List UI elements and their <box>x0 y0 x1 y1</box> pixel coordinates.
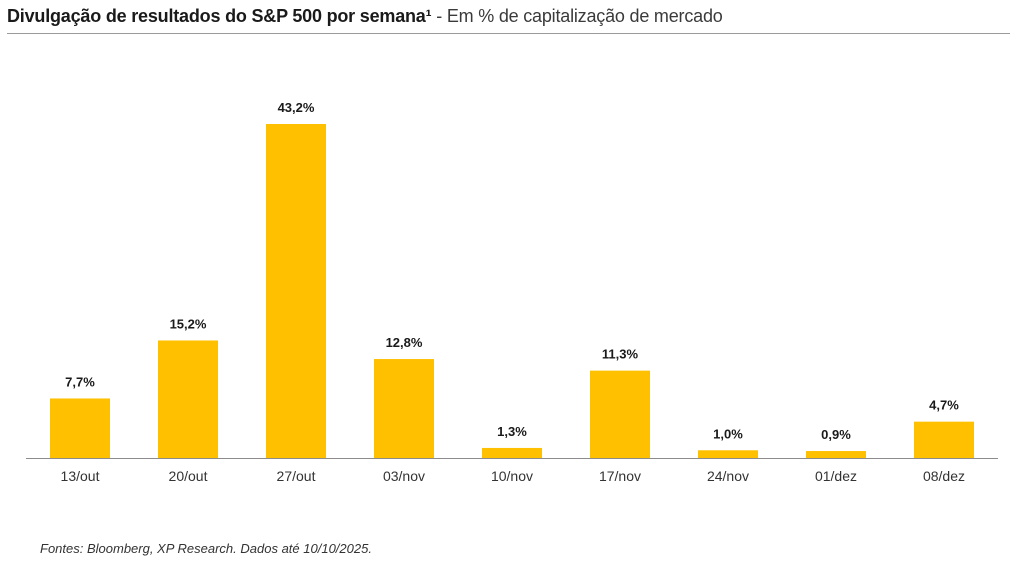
x-tick-label: 01/dez <box>815 468 857 484</box>
data-label: 15,2% <box>170 316 207 331</box>
title-divider <box>7 33 1010 34</box>
data-label: 4,7% <box>929 398 959 413</box>
bar-20-out <box>158 340 218 458</box>
bar-03-nov <box>374 359 434 458</box>
data-label: 11,3% <box>602 347 639 362</box>
chart-title-subtitle: - Em % de capitalização de mercado <box>431 6 723 26</box>
bar-08-dez <box>914 421 974 458</box>
chart-title-main: Divulgação de resultados do S&P 500 por … <box>7 6 432 26</box>
x-tick-label: 13/out <box>61 468 100 484</box>
data-label: 1,3% <box>497 424 527 439</box>
x-tick-label: 10/nov <box>491 468 533 484</box>
bar-24-nov <box>698 450 758 458</box>
bar-01-dez <box>806 451 866 458</box>
x-tick-label: 20/out <box>169 468 208 484</box>
data-label: 0,9% <box>821 427 851 442</box>
x-tick-label: 27/out <box>277 468 316 484</box>
bar-27-out <box>266 124 326 458</box>
bar-13-out <box>50 398 110 458</box>
x-tick-label: 03/nov <box>383 468 425 484</box>
chart-title: Divulgação de resultados do S&P 500 por … <box>7 4 723 28</box>
x-tick-label: 24/nov <box>707 468 749 484</box>
source-footnote: Fontes: Bloomberg, XP Research. Dados at… <box>40 541 372 556</box>
bar-17-nov <box>590 370 650 458</box>
data-label: 43,2% <box>278 100 315 115</box>
data-label: 12,8% <box>386 335 423 350</box>
x-tick-label: 08/dez <box>923 468 965 484</box>
data-label: 1,0% <box>713 426 743 441</box>
x-tick-label: 17/nov <box>599 468 641 484</box>
bar-10-nov <box>482 447 542 458</box>
data-label: 7,7% <box>65 374 95 389</box>
